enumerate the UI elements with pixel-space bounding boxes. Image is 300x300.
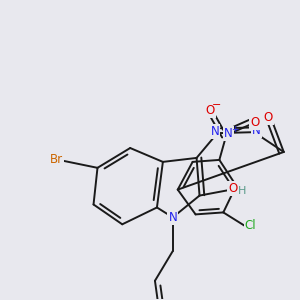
Text: O: O bbox=[250, 116, 259, 129]
Text: N: N bbox=[168, 211, 177, 224]
Text: O: O bbox=[264, 111, 273, 124]
Text: +: + bbox=[231, 125, 238, 134]
Text: N: N bbox=[252, 124, 261, 137]
Text: O: O bbox=[228, 182, 237, 195]
Text: −: − bbox=[212, 100, 221, 110]
Text: H: H bbox=[238, 186, 247, 196]
Text: N: N bbox=[224, 127, 233, 140]
Text: N: N bbox=[211, 125, 219, 138]
Text: Cl: Cl bbox=[245, 219, 256, 232]
Text: Br: Br bbox=[50, 153, 63, 167]
Text: O: O bbox=[206, 104, 215, 117]
